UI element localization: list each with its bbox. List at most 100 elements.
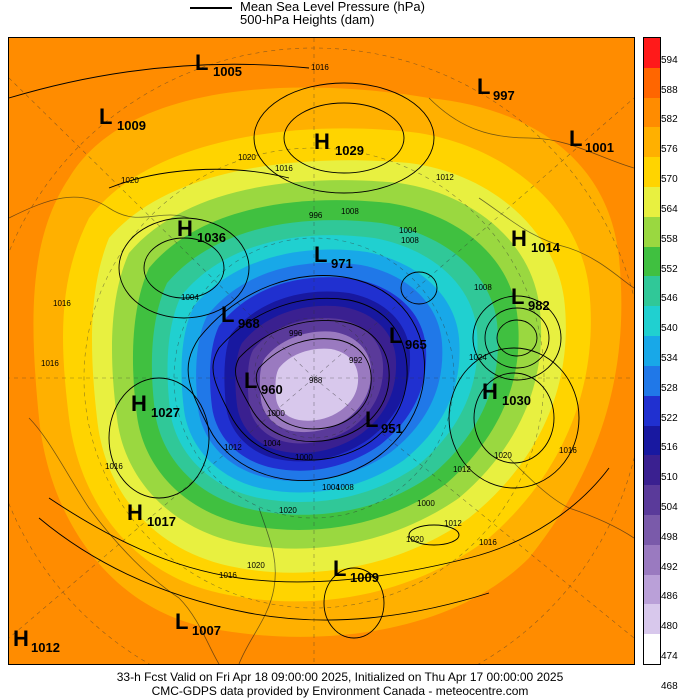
colorbar-segment: [644, 544, 660, 576]
coastlines: [9, 97, 634, 664]
low-center-value: 1009: [350, 570, 379, 585]
colorbar-tick-label: 480: [661, 621, 678, 633]
isobar-label: 1008: [401, 236, 419, 245]
high-center-letter: H: [511, 226, 527, 251]
colorbar-segment: [644, 455, 660, 486]
isobar-label: 1024: [469, 353, 487, 362]
colorbar-segment: [644, 485, 660, 516]
colorbar-tick-label: 486: [661, 591, 678, 603]
colorbar-tick-label: 468: [661, 680, 678, 692]
graticule: [9, 38, 634, 664]
isobar-label: 1020: [279, 506, 297, 515]
high-center-value: 1014: [531, 240, 561, 255]
high-center-value: 1027: [151, 405, 180, 420]
low-center-letter: L: [175, 609, 188, 634]
high-center-letter: H: [177, 216, 193, 241]
low-center-letter: L: [569, 126, 582, 151]
colorbar-segment: [644, 574, 660, 605]
high-center-value: 1030: [502, 393, 531, 408]
colorbar: [643, 37, 661, 665]
colorbar-segment: [644, 67, 660, 99]
high-center-letter: H: [131, 391, 147, 416]
legend-title: Mean Sea Level Pressure (hPa): [240, 0, 425, 14]
isobar-label: 1016: [105, 462, 123, 471]
colorbar-segment: [644, 604, 660, 635]
isobar-label: 1000: [417, 499, 435, 508]
colorbar-tick-label: 558: [661, 233, 678, 245]
isobar-label: 1020: [238, 153, 256, 162]
isobar-label: 1016: [311, 63, 329, 72]
isobar-label: 1020: [121, 176, 139, 185]
legend-line-swatch: [190, 7, 232, 9]
low-center-letter: L: [333, 556, 346, 581]
colorbar-segment: [644, 395, 660, 426]
colorbar-segment: [644, 38, 660, 69]
colorbar-segment: [644, 246, 660, 277]
low-center-letter: L: [195, 50, 208, 75]
isobar-label: 1004: [181, 293, 199, 302]
isobar-label: 996: [289, 329, 303, 338]
colorbar-segment: [644, 157, 660, 188]
isobar-labels: 1016 1020 1016 1012 1008 1004 1020 1004 …: [41, 63, 577, 580]
isobar-label: 1020: [406, 535, 424, 544]
legend-subtitle: 500-hPa Heights (dam): [240, 12, 375, 27]
colorbar-tick-label: 498: [661, 531, 678, 543]
high-center-value: 1036: [197, 230, 226, 245]
isobar-label: 1012: [453, 465, 471, 474]
low-center-letter: L: [365, 407, 378, 432]
colorbar-segment: [644, 306, 660, 337]
colorbar-tick-label: 588: [661, 84, 678, 96]
high-center-letter: H: [127, 500, 143, 525]
height-field-492: [275, 348, 359, 421]
isobar-label: 1000: [267, 409, 285, 418]
isobar-label: 1020: [494, 451, 512, 460]
isobar-label: 1016: [219, 571, 237, 580]
colorbar-segment: [644, 634, 660, 665]
low-center-value: 1001: [585, 140, 614, 155]
low-center-value: 1007: [192, 623, 221, 638]
colorbar-tick-label: 528: [661, 382, 678, 394]
colorbar-tick-label: 570: [661, 174, 678, 186]
isobar-label: 1004: [263, 439, 281, 448]
high-center-value: 1012: [31, 640, 60, 655]
colorbar-tick-label: 576: [661, 144, 678, 156]
low-center-value: 997: [493, 88, 515, 103]
low-center-value: 1009: [117, 118, 146, 133]
colorbar-segment: [644, 365, 660, 397]
low-center-value: 968: [238, 316, 260, 331]
isobar-label: 1004: [322, 483, 340, 492]
map-panel: 1016 1020 1016 1012 1008 1004 1020 1004 …: [8, 37, 635, 665]
high-center-letter: H: [482, 379, 498, 404]
high-center-letter: H: [314, 129, 330, 154]
isobar-label: 1004: [399, 226, 417, 235]
colorbar-tick-label: 534: [661, 352, 678, 364]
colorbar-tick-label: 552: [661, 263, 678, 275]
colorbar-segment: [644, 425, 660, 456]
isobar-label: 1016: [559, 446, 577, 455]
colorbar-tick-label: 546: [661, 293, 678, 305]
colorbar-tick-label: 540: [661, 323, 678, 335]
low-center-letter: L: [314, 242, 327, 267]
isobar-label: 1008: [336, 483, 354, 492]
low-center-value: 960: [261, 382, 283, 397]
pressure-centers: L 1005 L 1009 H 1029 L 997 L 1001 H 1036…: [13, 50, 614, 655]
high-center-letter: H: [13, 626, 29, 651]
isobar-label: 1008: [474, 283, 492, 292]
isobar-label: 1020: [247, 561, 265, 570]
map-canvas: 1016 1020 1016 1012 1008 1004 1020 1004 …: [9, 38, 634, 664]
low-center-value: 951: [381, 421, 403, 436]
isobar-label: 996: [309, 211, 323, 220]
low-center-value: 982: [528, 298, 550, 313]
isobar-label: 1012: [436, 173, 454, 182]
colorbar-segment: [644, 276, 660, 307]
colorbar-segment: [644, 336, 660, 367]
low-center-letter: L: [477, 74, 490, 99]
low-center-letter: L: [511, 284, 524, 309]
data-credit-line: CMC-GDPS data provided by Environment Ca…: [151, 684, 529, 698]
isobar-label: 1012: [224, 443, 242, 452]
isobar-label: 1000: [295, 453, 313, 462]
colorbar-tick-label: 474: [661, 651, 678, 663]
colorbar-tick-label: 510: [661, 472, 678, 484]
colorbar-segment: [644, 127, 660, 158]
isobar-label: 1012: [444, 519, 462, 528]
